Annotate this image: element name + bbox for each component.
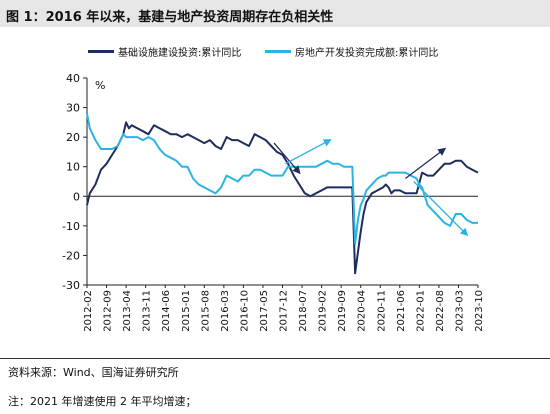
trend-arrow-1 bbox=[273, 142, 301, 175]
source-divider bbox=[0, 358, 550, 359]
trend-arrow-3 bbox=[404, 147, 447, 180]
legend-label-infrastructure: 基础设施建设投资:累计同比 bbox=[118, 48, 242, 59]
x-tick-label: 2013-04 bbox=[122, 290, 133, 332]
x-tick-label: 2022-08 bbox=[435, 290, 446, 332]
y-tick-label: 10 bbox=[66, 161, 80, 174]
footnote: 注：2021 年增速使用 2 年平均增速； bbox=[8, 395, 197, 408]
y-tick-label: 0 bbox=[73, 190, 80, 203]
legend-item-infrastructure: 基础设施建设投资:累计同比 bbox=[88, 44, 241, 59]
x-tick-label: 2019-02 bbox=[318, 290, 329, 332]
x-tick-label: 2019-09 bbox=[337, 290, 348, 332]
x-tick-label: 2020-04 bbox=[357, 290, 368, 332]
figure-title: 图 1：2016 年以来，基建与地产投资周期存在负相关性 bbox=[6, 10, 334, 25]
trend-arrow-2 bbox=[284, 139, 332, 165]
legend-swatch-infrastructure bbox=[88, 50, 114, 53]
x-tick-label: 2015-08 bbox=[200, 290, 211, 332]
legend-item-real-estate: 房地产开发投资完成额:累计同比 bbox=[265, 44, 438, 59]
x-tick-label: 2013-11 bbox=[142, 290, 153, 332]
x-tick-label: 2012-02 bbox=[83, 290, 94, 332]
x-tick-label: 2017-12 bbox=[279, 290, 290, 332]
trend-arrow-4 bbox=[413, 181, 469, 237]
x-tick-label: 2015-01 bbox=[181, 290, 192, 332]
legend-swatch-real-estate bbox=[265, 50, 291, 53]
series-line-infrastructure bbox=[86, 121, 479, 275]
x-tick-label: 2023-03 bbox=[454, 290, 465, 332]
x-tick-label: 2018-07 bbox=[298, 290, 309, 332]
chart-annotation-layer bbox=[273, 139, 469, 237]
chart-axes: -30 -20 -10 0 10 20 30 40% 2012-02 2012-09 2013-04… bbox=[62, 72, 485, 332]
y-tick-label: 30 bbox=[66, 102, 80, 115]
y-tick-label: 20 bbox=[66, 131, 80, 144]
chart-series-layer bbox=[86, 113, 479, 275]
legend-label-real-estate: 房地产开发投资完成额:累计同比 bbox=[295, 48, 439, 59]
x-tick-label: 2022-01 bbox=[415, 290, 426, 332]
x-tick-label: 2012-09 bbox=[103, 290, 114, 332]
line-chart: -30 -20 -10 0 10 20 30 40% 2012-02 2012-09 2013-04… bbox=[62, 72, 485, 332]
x-tick-label: 2014-06 bbox=[161, 290, 172, 332]
x-tick-label: 2016-03 bbox=[220, 290, 231, 332]
y-axis-unit: % bbox=[95, 79, 105, 92]
chart-legend: 基础设施建设投资:累计同比 房地产开发投资完成额:累计同比 bbox=[0, 44, 550, 62]
x-tick-label: 2016-10 bbox=[239, 290, 250, 332]
x-tick-label: 2023-10 bbox=[474, 290, 485, 332]
figure-title-bar: 图 1：2016 年以来，基建与地产投资周期存在负相关性 bbox=[0, 0, 550, 27]
y-tick-label: -20 bbox=[62, 249, 80, 262]
x-tick-label: 2021-06 bbox=[396, 290, 407, 332]
y-tick-label: 40 bbox=[66, 72, 80, 85]
y-tick-label: -30 bbox=[62, 279, 80, 292]
y-tick-label: -10 bbox=[62, 220, 80, 233]
source-note: 资料来源：Wind、国海证券研究所 bbox=[8, 366, 179, 379]
x-tick-label: 2020-11 bbox=[376, 290, 387, 332]
x-tick-label: 2017-05 bbox=[259, 290, 270, 332]
